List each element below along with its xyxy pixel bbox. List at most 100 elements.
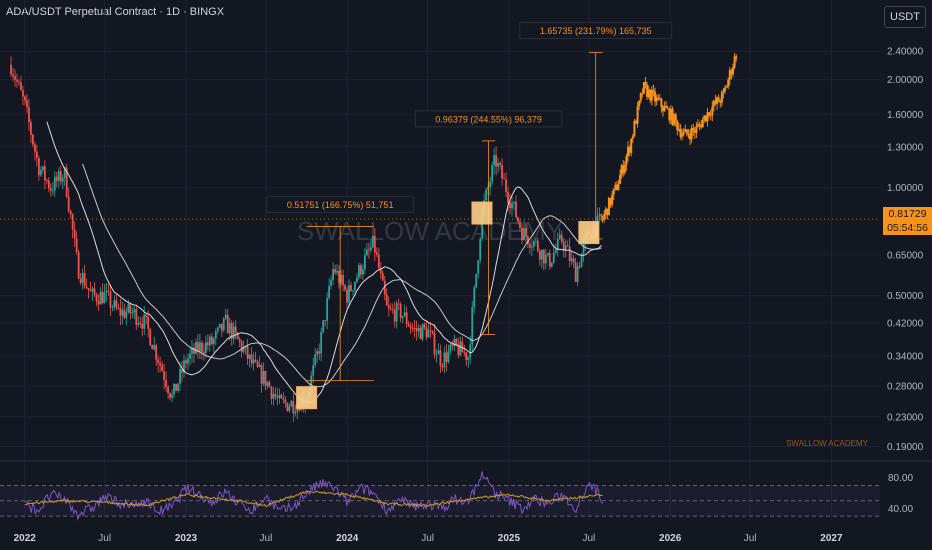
candle bbox=[427, 330, 430, 338]
candle bbox=[274, 393, 277, 397]
price-tick-label: 1.30000 bbox=[887, 142, 924, 153]
projection-candle bbox=[733, 56, 736, 68]
projection-candle bbox=[665, 105, 668, 108]
candle bbox=[600, 214, 603, 218]
candle bbox=[143, 314, 146, 329]
candle bbox=[258, 365, 261, 367]
projection-candle bbox=[722, 91, 725, 93]
projection-candle bbox=[704, 115, 707, 122]
projection-candle bbox=[623, 164, 626, 173]
candle bbox=[348, 285, 350, 303]
candle bbox=[99, 291, 102, 305]
candle bbox=[270, 386, 273, 399]
candle bbox=[187, 358, 189, 364]
candle bbox=[177, 383, 179, 391]
projection-candle bbox=[633, 121, 636, 137]
candle bbox=[362, 269, 364, 275]
candle bbox=[264, 371, 267, 386]
candle bbox=[568, 246, 571, 261]
candle bbox=[123, 309, 126, 318]
measure-label: 0.51751 (166.75%) 51,751 bbox=[287, 200, 394, 210]
projection-candle bbox=[700, 124, 703, 128]
candle bbox=[292, 401, 295, 414]
candle bbox=[413, 328, 416, 329]
candle bbox=[352, 290, 354, 292]
measure-label: 1.65735 (231.79%) 165,735 bbox=[540, 26, 652, 36]
candle bbox=[230, 323, 233, 339]
candle bbox=[465, 352, 468, 361]
candle bbox=[435, 354, 438, 355]
candle bbox=[83, 272, 86, 287]
candle bbox=[469, 344, 472, 358]
candle bbox=[268, 382, 271, 387]
projection-candle bbox=[674, 114, 677, 121]
candle bbox=[358, 265, 360, 278]
breakout-markers bbox=[296, 201, 600, 410]
measure-label: 0.96379 (244.55%) 96,379 bbox=[435, 114, 542, 124]
candle bbox=[105, 290, 108, 293]
candle bbox=[260, 365, 263, 384]
candle bbox=[212, 338, 215, 344]
candle bbox=[417, 327, 420, 332]
candle bbox=[195, 342, 197, 354]
candle bbox=[37, 157, 40, 176]
projection-candle bbox=[638, 100, 641, 107]
projection-candle bbox=[730, 70, 733, 75]
projection-candle bbox=[606, 208, 609, 216]
candle bbox=[10, 64, 12, 75]
projection-candle bbox=[711, 106, 714, 116]
projection-candle bbox=[717, 97, 720, 102]
candle bbox=[169, 393, 171, 398]
candle bbox=[350, 285, 352, 291]
candle bbox=[107, 290, 110, 292]
projection-candle bbox=[709, 114, 712, 116]
candle bbox=[354, 282, 356, 291]
candle bbox=[379, 268, 382, 274]
candle bbox=[407, 323, 410, 327]
candle bbox=[423, 324, 426, 328]
candle bbox=[202, 351, 205, 354]
candle bbox=[554, 249, 557, 254]
candle bbox=[340, 274, 342, 284]
projection-candle bbox=[719, 101, 722, 103]
time-tick-label: 2025 bbox=[498, 533, 521, 544]
candle bbox=[387, 305, 390, 309]
candle bbox=[314, 354, 317, 366]
time-tick-label: Jul bbox=[744, 533, 757, 544]
candles bbox=[10, 53, 738, 422]
candle bbox=[532, 241, 535, 247]
candle bbox=[157, 359, 160, 363]
candle bbox=[439, 350, 442, 366]
candle bbox=[320, 331, 323, 354]
candle bbox=[560, 234, 563, 242]
projection-candle bbox=[603, 214, 606, 220]
candle bbox=[485, 189, 488, 201]
candle bbox=[365, 249, 368, 256]
candle bbox=[564, 245, 567, 250]
candle bbox=[69, 210, 72, 215]
candle bbox=[181, 368, 183, 373]
candle bbox=[12, 74, 14, 77]
price-tick-label: 0.50000 bbox=[887, 291, 924, 302]
candle bbox=[81, 272, 84, 283]
candle bbox=[208, 336, 211, 346]
candle bbox=[101, 291, 104, 304]
currency-button[interactable]: USDT bbox=[884, 6, 926, 28]
candle bbox=[41, 166, 44, 171]
candle bbox=[473, 287, 476, 308]
candle bbox=[91, 288, 94, 292]
projection-candle bbox=[634, 121, 637, 124]
candle bbox=[193, 347, 195, 354]
measure-annotations: 0.51751 (166.75%) 51,751 0.96379 (244.55%… bbox=[266, 22, 673, 382]
projection-candle bbox=[703, 115, 706, 120]
candle bbox=[391, 308, 394, 310]
candle bbox=[242, 347, 245, 352]
projection-candle bbox=[685, 129, 688, 134]
candle bbox=[467, 357, 470, 361]
candle bbox=[137, 322, 140, 325]
candle bbox=[79, 278, 82, 283]
projection-candle bbox=[654, 91, 657, 102]
candle bbox=[330, 279, 333, 286]
signature: SWALLOW ACADEMY bbox=[786, 439, 869, 448]
